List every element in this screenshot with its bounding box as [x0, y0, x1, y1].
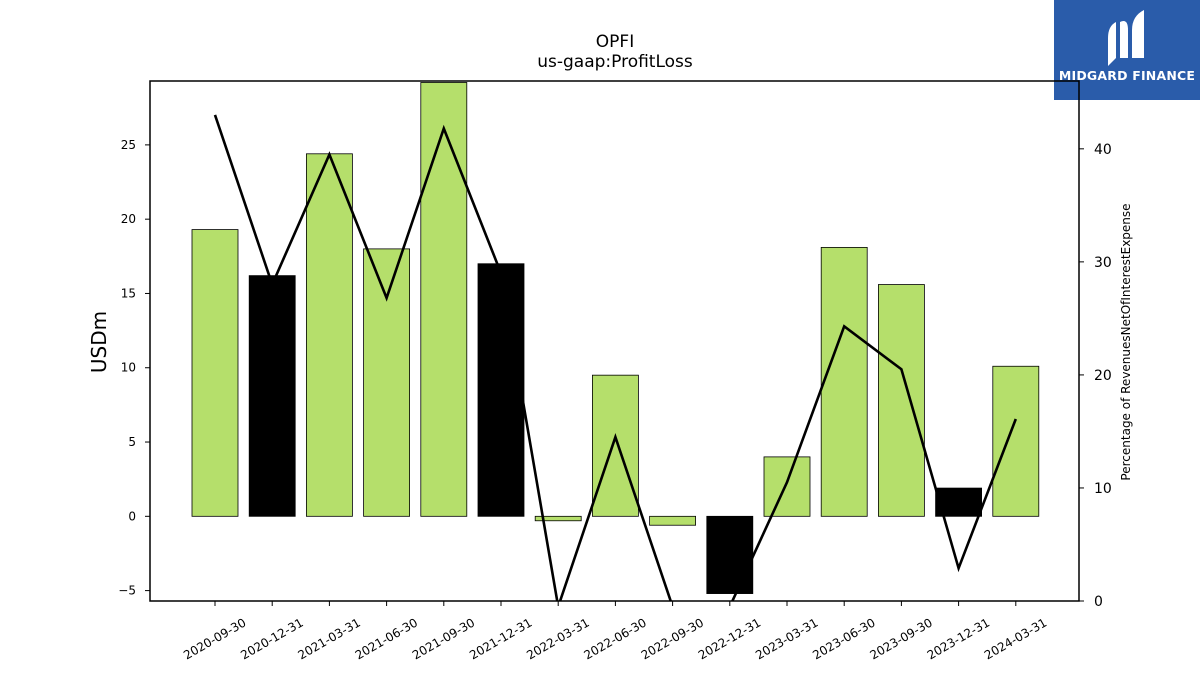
x-tick-label: 2021-06-30	[353, 615, 420, 662]
logo-text: MIDGARD FINANCE	[1058, 68, 1196, 83]
y-tick-label: 20	[121, 212, 136, 226]
bars-layer	[191, 82, 1040, 594]
y-axis-label: USDm	[87, 311, 111, 373]
x-tick-label: 2024-03-31	[982, 615, 1049, 662]
y-tick-label: 15	[121, 286, 136, 300]
x-tick-label: 2022-12-31	[696, 615, 763, 662]
bar-2024-03-31	[992, 365, 1040, 517]
x-tick-label: 2023-03-31	[753, 615, 820, 662]
chart-subtitle: us-gaap:ProfitLoss	[537, 52, 693, 72]
bar-2023-09-30	[878, 284, 925, 517]
y-right-tick-label: 10	[1094, 481, 1112, 497]
y-tick-label: −5	[118, 584, 136, 598]
x-tick-label: 2021-03-31	[295, 615, 362, 662]
left-axis: −5 0 5 10 15 20 25	[118, 138, 150, 598]
x-tick-label: 2022-03-31	[524, 615, 591, 662]
y-right-tick-label: 0	[1094, 594, 1103, 610]
bar-2020-12-31	[248, 275, 296, 517]
bar-2022-06-30	[592, 374, 639, 517]
line-layer	[213, 114, 1018, 601]
bar-2021-12-31	[477, 263, 525, 517]
x-tick-label: 2020-12-31	[238, 615, 305, 662]
bar-2022-09-30	[649, 515, 696, 526]
x-tick-label: 2023-12-31	[925, 615, 992, 662]
x-tick-label: 2022-09-30	[639, 615, 706, 662]
midgard-logo-icon	[1108, 10, 1144, 66]
y-tick-label: 25	[121, 138, 136, 152]
y-tick-label: 5	[128, 435, 136, 449]
x-tick-label: 2023-06-30	[810, 615, 877, 662]
y-tick-label: 0	[128, 509, 136, 523]
bar-2021-09-30	[420, 82, 468, 517]
chart-title: OPFI	[595, 32, 635, 52]
bar-2022-12-31	[706, 515, 754, 594]
y-right-tick-label: 30	[1094, 255, 1112, 271]
x-tick-label: 2020-09-30	[181, 615, 248, 662]
bar-2022-03-31	[534, 515, 582, 522]
x-axis: 2020-09-302020-12-312021-03-312021-06-30…	[181, 601, 1049, 662]
bar-2023-03-31	[763, 456, 811, 517]
x-tick-label: 2022-06-30	[581, 615, 648, 662]
y-axis-right-label: Percentage of RevenuesNetOfInterestExpen…	[1119, 203, 1133, 480]
line-series	[213, 114, 1018, 601]
y-tick-label: 10	[121, 361, 136, 375]
x-tick-label: 2021-09-30	[410, 615, 477, 662]
y-right-tick-label: 40	[1094, 142, 1112, 158]
y-right-tick-label: 20	[1094, 368, 1112, 384]
plot-frame	[149, 80, 1080, 602]
x-tick-label: 2021-12-31	[467, 615, 534, 662]
bar-2023-06-30	[820, 246, 868, 517]
bar-2020-09-30	[191, 229, 239, 517]
right-axis: 0 10 20 30 40	[1079, 142, 1112, 610]
bar-2021-03-31	[305, 153, 353, 517]
x-tick-label: 2023-09-30	[867, 615, 934, 662]
bar-2021-06-30	[363, 248, 411, 517]
